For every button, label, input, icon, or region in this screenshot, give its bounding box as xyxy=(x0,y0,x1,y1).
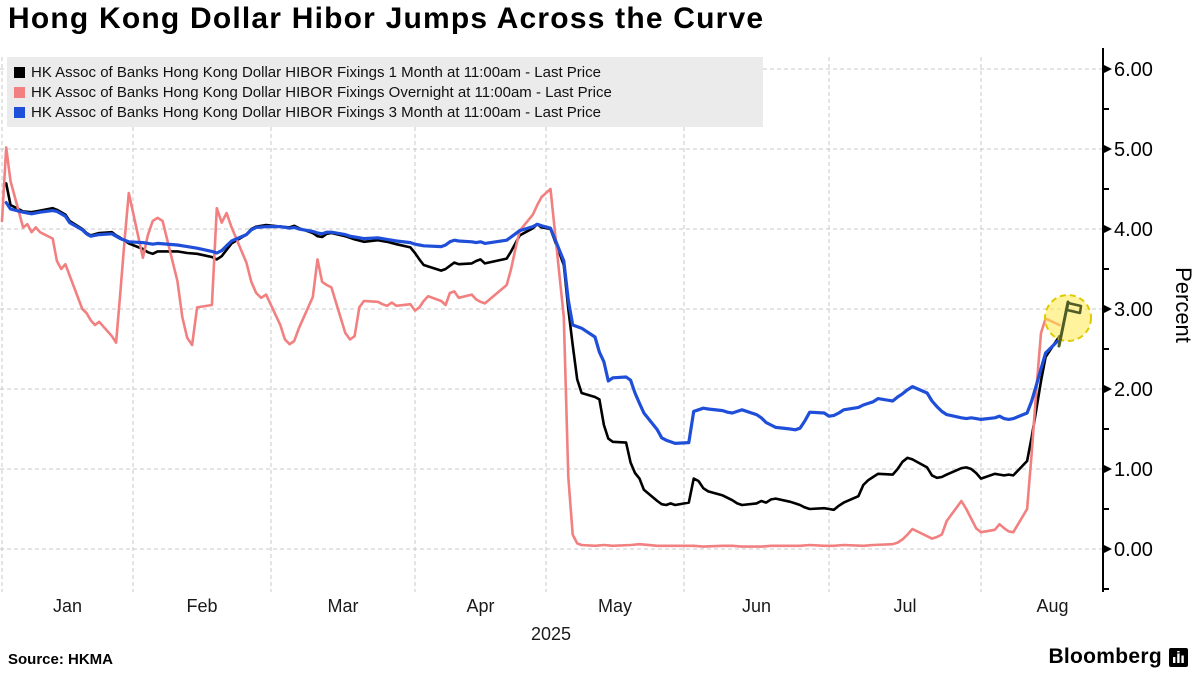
x-axis-month-label: Mar xyxy=(328,596,359,616)
x-axis-month-label: Jan xyxy=(53,596,82,616)
legend-swatch-1-month xyxy=(14,66,25,78)
chart-legend: HK Assoc of Banks Hong Kong Dollar HIBOR… xyxy=(7,57,763,127)
y-axis-tick-label: 1.00 xyxy=(1114,459,1153,481)
series-line-overnight xyxy=(0,146,1061,548)
y-axis-major-tick xyxy=(1103,384,1112,394)
flag-marker-icon xyxy=(1065,301,1083,315)
y-axis-major-tick xyxy=(1103,224,1112,234)
y-axis-tick-label: 2.00 xyxy=(1114,379,1153,401)
y-axis-major-tick xyxy=(1103,64,1112,74)
x-axis-month-label: Jul xyxy=(893,596,916,616)
y-axis-major-tick xyxy=(1103,464,1112,474)
bloomberg-wordmark: Bloomberg xyxy=(1048,645,1162,668)
legend-swatch-3-month xyxy=(14,106,25,118)
legend-item-1-month: HK Assoc of Banks Hong Kong Dollar HIBOR… xyxy=(14,62,755,82)
series-line-3-month xyxy=(4,201,1062,445)
x-axis-month-label: Jun xyxy=(742,596,771,616)
series-line-1-month xyxy=(4,182,1061,512)
x-axis-year-label: 2025 xyxy=(531,624,571,644)
y-axis-title: Percent xyxy=(1171,267,1196,343)
x-axis-month-label: Feb xyxy=(186,596,217,616)
legend-swatch-overnight xyxy=(14,86,25,98)
y-axis-tick-label: 5.00 xyxy=(1114,139,1153,161)
y-axis-tick-label: 6.00 xyxy=(1114,59,1153,81)
y-axis-major-tick xyxy=(1103,144,1112,154)
legend-item-3-month: HK Assoc of Banks Hong Kong Dollar HIBOR… xyxy=(14,102,755,122)
source-note: Source: HKMA xyxy=(8,651,114,668)
chart-title: Hong Kong Dollar Hibor Jumps Across the … xyxy=(8,2,765,35)
y-axis-tick-label: 0.00 xyxy=(1114,539,1153,561)
bloomberg-logo: Bloomberg xyxy=(1048,645,1188,669)
y-axis-tick-label: 3.00 xyxy=(1114,299,1153,321)
legend-label: HK Assoc of Banks Hong Kong Dollar HIBOR… xyxy=(31,103,601,121)
x-axis-month-label: May xyxy=(598,596,632,616)
y-axis-major-tick xyxy=(1103,304,1112,314)
bloomberg-terminal-icon xyxy=(1169,647,1188,667)
x-axis-month-label: Aug xyxy=(1036,596,1068,616)
y-axis-major-tick xyxy=(1103,544,1112,554)
legend-item-overnight: HK Assoc of Banks Hong Kong Dollar HIBOR… xyxy=(14,82,755,102)
y-axis-tick-label: 4.00 xyxy=(1114,219,1153,241)
legend-label: HK Assoc of Banks Hong Kong Dollar HIBOR… xyxy=(31,63,601,81)
x-axis-month-label: Apr xyxy=(466,596,494,616)
legend-label: HK Assoc of Banks Hong Kong Dollar HIBOR… xyxy=(31,83,612,101)
